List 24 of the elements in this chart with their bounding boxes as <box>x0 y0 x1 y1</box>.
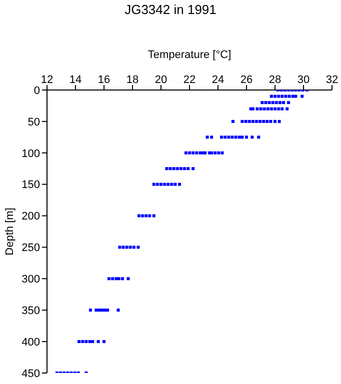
y-tick-label: 250 <box>22 242 40 254</box>
y-tick-label: 450 <box>22 368 40 380</box>
x-tick-label: 14 <box>69 74 82 86</box>
chart-title: JG3342 in 1991 <box>124 2 218 17</box>
x-tick-label: 20 <box>154 74 168 86</box>
x-tick-label: 18 <box>126 74 139 86</box>
y-tick-label: 400 <box>22 336 40 348</box>
x-tick-label: 28 <box>268 74 282 86</box>
y-tick-label: 200 <box>22 210 40 223</box>
x-tick-label: 32 <box>326 74 338 86</box>
y-tick-label: 100 <box>22 148 40 160</box>
x-tick-label: 24 <box>212 74 224 86</box>
y-axis-title: Depth [m] <box>4 208 16 256</box>
x-tick-label: 22 <box>183 74 196 86</box>
y-tick-label: 150 <box>22 179 40 192</box>
x-tick-label: 26 <box>240 74 253 86</box>
y-tick-label: 350 <box>22 305 40 318</box>
x-tick-label: 30 <box>297 74 310 86</box>
y-tick-label: 50 <box>28 116 40 128</box>
x-tick-label: 12 <box>40 74 54 86</box>
y-tick-label: 0 <box>34 84 40 97</box>
x-tick-label: 16 <box>98 74 110 86</box>
y-tick-label: 300 <box>22 274 40 286</box>
x-axis-title: Temperature [°C] <box>148 48 232 61</box>
